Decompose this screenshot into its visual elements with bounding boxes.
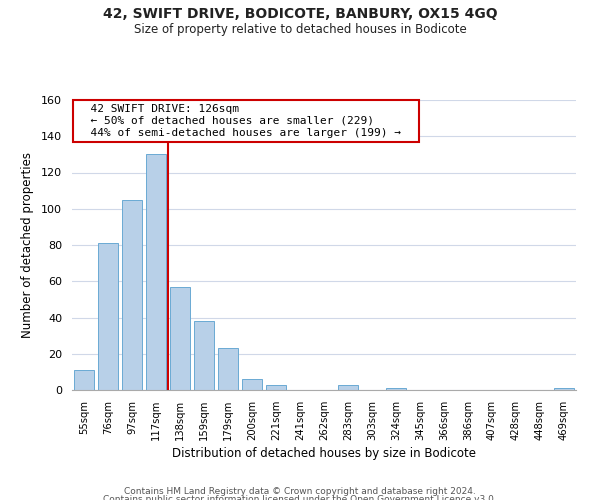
Text: 42 SWIFT DRIVE: 126sqm
  ← 50% of detached houses are smaller (229)
  44% of sem: 42 SWIFT DRIVE: 126sqm ← 50% of detached…	[77, 104, 415, 138]
X-axis label: Distribution of detached houses by size in Bodicote: Distribution of detached houses by size …	[172, 447, 476, 460]
Bar	[266, 384, 286, 390]
Bar	[122, 200, 142, 390]
Text: Contains public sector information licensed under the Open Government Licence v3: Contains public sector information licen…	[103, 495, 497, 500]
Bar	[554, 388, 574, 390]
Bar	[146, 154, 166, 390]
Bar	[74, 370, 94, 390]
Bar	[242, 379, 262, 390]
Text: Size of property relative to detached houses in Bodicote: Size of property relative to detached ho…	[134, 22, 466, 36]
Bar	[98, 243, 118, 390]
Bar	[194, 321, 214, 390]
Bar	[338, 384, 358, 390]
Bar	[386, 388, 406, 390]
Bar	[170, 286, 190, 390]
Text: Contains HM Land Registry data © Crown copyright and database right 2024.: Contains HM Land Registry data © Crown c…	[124, 488, 476, 496]
Text: 42, SWIFT DRIVE, BODICOTE, BANBURY, OX15 4GQ: 42, SWIFT DRIVE, BODICOTE, BANBURY, OX15…	[103, 8, 497, 22]
Y-axis label: Number of detached properties: Number of detached properties	[21, 152, 34, 338]
Bar	[218, 348, 238, 390]
